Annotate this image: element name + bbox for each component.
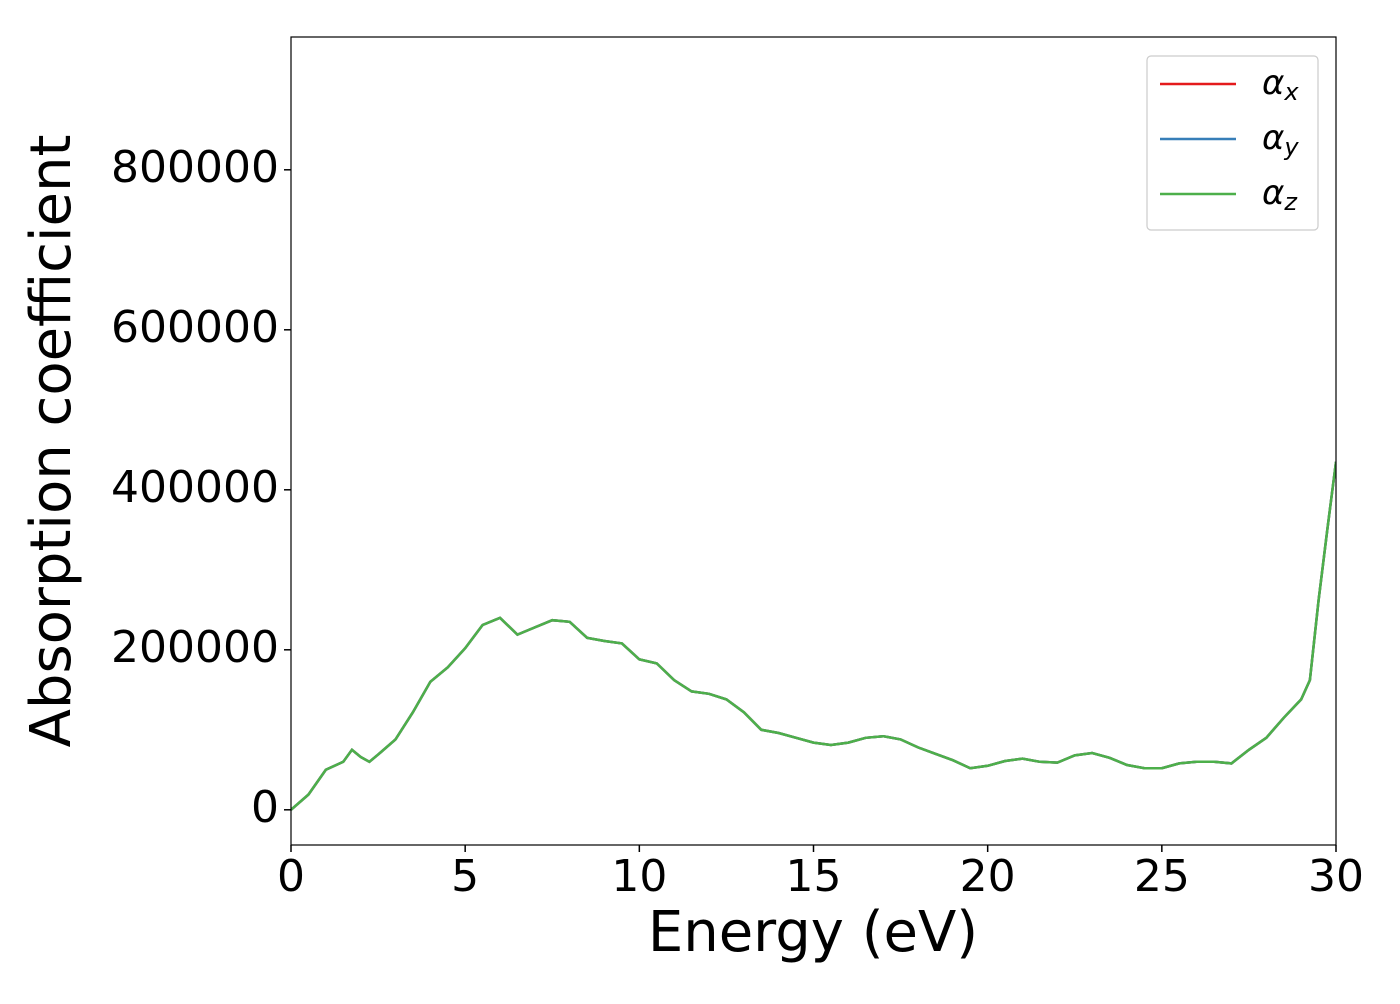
x-tick-label: 20: [960, 851, 1016, 902]
legend-label: αz: [1262, 173, 1298, 217]
x-tick-label: 15: [786, 851, 842, 902]
x-axis-label: Energy (eV): [648, 900, 978, 965]
data-line: [291, 461, 1336, 811]
y-tick-label: 800000: [111, 142, 279, 193]
y-tick-label: 400000: [111, 462, 279, 513]
x-tick-label: 25: [1134, 851, 1190, 902]
legend-box: [1146, 55, 1319, 231]
plot-frame: [290, 36, 1337, 846]
x-tick-label: 10: [611, 851, 667, 902]
x-tick-label: 30: [1308, 851, 1364, 902]
x-tick-label: 0: [277, 851, 305, 902]
y-tick-label: 0: [251, 782, 279, 833]
legend-label: αy: [1262, 118, 1299, 162]
y-tick-label: 600000: [111, 302, 279, 353]
y-tick-label: 200000: [111, 622, 279, 673]
legend-label: αx: [1262, 63, 1299, 107]
data-line: [291, 461, 1336, 811]
data-line: [291, 461, 1336, 811]
x-tick-label: 5: [451, 851, 479, 902]
y-axis-label: Absorption coefficient: [19, 135, 84, 748]
